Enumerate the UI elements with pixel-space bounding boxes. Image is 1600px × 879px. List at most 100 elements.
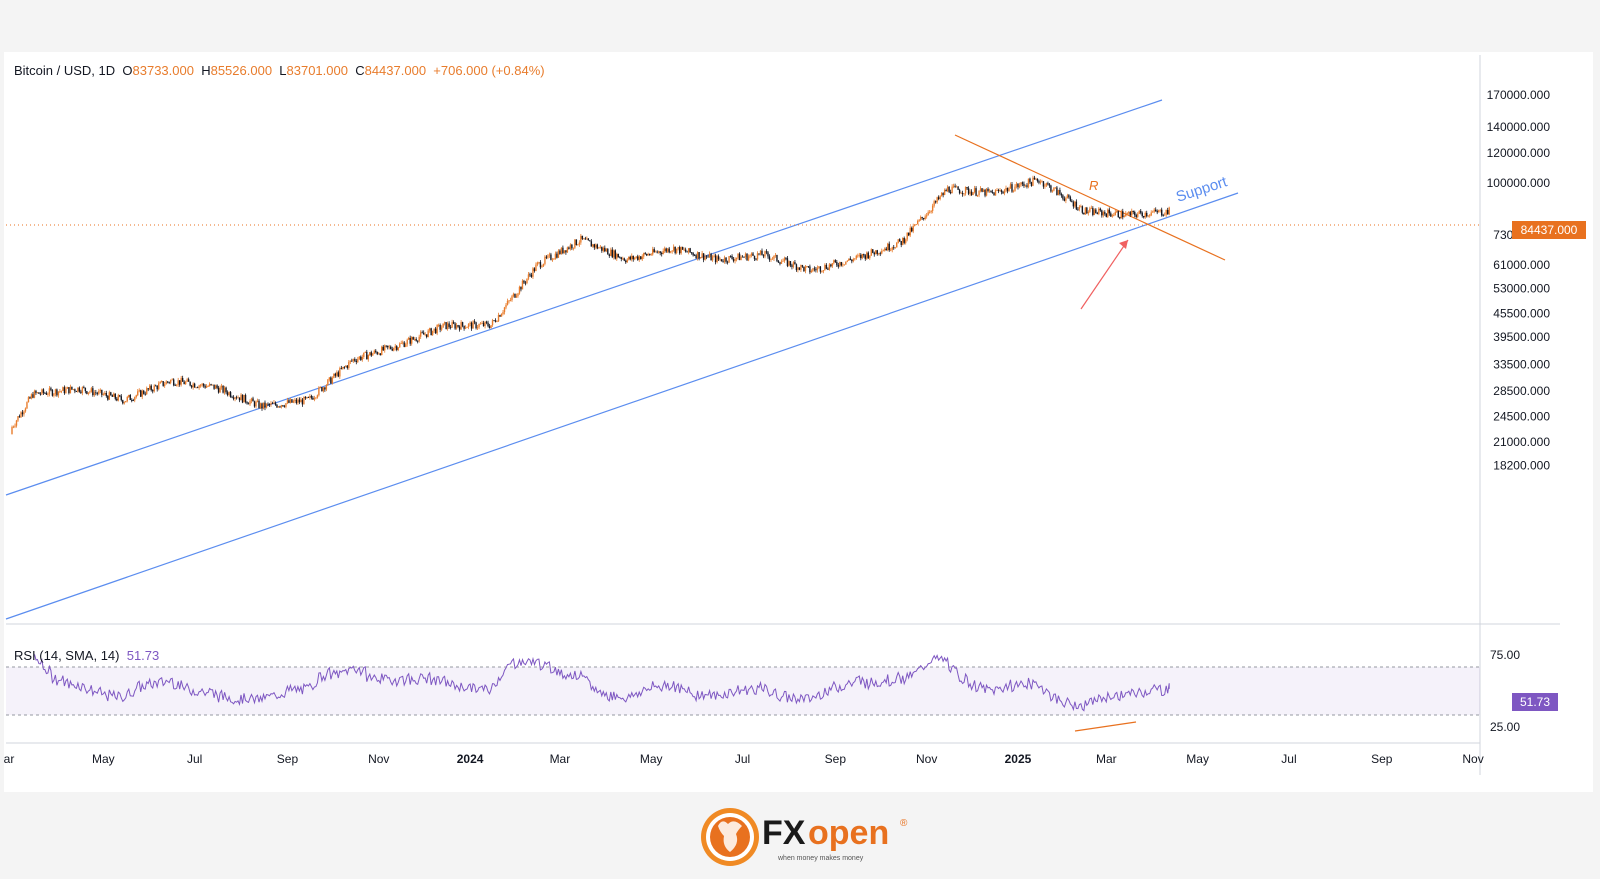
candle-body (999, 190, 1001, 192)
candle-body (595, 244, 597, 248)
candle-body (936, 197, 938, 203)
candle-body (455, 325, 458, 329)
candle-body (719, 259, 721, 261)
candle-body (674, 246, 676, 253)
candle-body (541, 266, 543, 268)
candle-body (131, 399, 133, 401)
candle-body (328, 377, 331, 380)
candle-body (1080, 206, 1082, 208)
candle-body (1107, 209, 1109, 217)
candle-body (413, 339, 416, 340)
candle-body (529, 274, 531, 276)
candle-body (885, 248, 887, 251)
candle-body (102, 394, 105, 396)
candle-body (722, 261, 724, 263)
candle-body (509, 300, 512, 301)
candle-body (1053, 187, 1055, 191)
candle-body (963, 193, 965, 195)
candle-body (255, 401, 257, 407)
candle-body (937, 197, 940, 200)
candle-body (301, 399, 304, 405)
candle-body (948, 186, 950, 193)
candle-body (1168, 207, 1170, 215)
candle-body (940, 193, 943, 197)
candle-body (672, 246, 675, 251)
y-tick-label: 100000.000 (1487, 176, 1551, 190)
candle-body (324, 387, 326, 390)
rsi-header: RSI (14, SMA, 14) 51.73 (14, 648, 159, 663)
candle-body (493, 320, 495, 322)
candle-body (33, 390, 36, 398)
candle-body (740, 256, 742, 261)
candle-body (195, 387, 197, 389)
candle-body (83, 387, 85, 388)
candle-body (556, 253, 558, 258)
candle-body (442, 323, 444, 328)
candle-body (1144, 212, 1146, 218)
candle-body (575, 239, 578, 246)
brand-fx: FX (762, 814, 806, 852)
candle-body (265, 403, 268, 408)
candle-body (533, 268, 536, 271)
candle-body (405, 344, 407, 347)
candle-body (439, 324, 441, 330)
candle-body (316, 395, 319, 398)
candle-body (373, 350, 375, 354)
candle-body (95, 392, 97, 394)
candle-body (1125, 213, 1127, 217)
candle-body (777, 261, 780, 263)
candle-body (604, 247, 606, 252)
candle-body (663, 248, 666, 251)
candle-body (1113, 215, 1115, 216)
candle-body (125, 400, 127, 403)
candle-body (840, 262, 843, 266)
candle-body (927, 212, 929, 216)
candle-body (229, 392, 232, 397)
candle-body (626, 259, 628, 263)
candle-body (1023, 183, 1025, 186)
candle-body (887, 243, 889, 251)
candle-body (1033, 177, 1036, 180)
candle-body (837, 265, 840, 267)
candle-body (1065, 197, 1067, 201)
close-label: C (355, 63, 365, 78)
candle-body (1011, 184, 1013, 192)
candle-body (717, 256, 720, 260)
candle-body (1149, 215, 1151, 217)
rsi-label: RSI (14, SMA, 14) (14, 648, 120, 663)
candle-body (979, 188, 982, 191)
candle-body (122, 400, 124, 404)
candle-body (238, 397, 241, 401)
candle-body (475, 322, 477, 329)
candle-body (381, 346, 383, 355)
candle-body (487, 322, 489, 327)
rsi-divergence-line (1074, 721, 1137, 732)
candle-body (415, 339, 417, 341)
candle-body (1041, 181, 1043, 183)
candle-body (104, 393, 106, 395)
candle-body (638, 256, 640, 260)
candle-body (408, 337, 410, 340)
candle-body (699, 257, 702, 259)
candle-body (74, 389, 76, 392)
candle-body (634, 257, 636, 260)
candle-body (59, 391, 61, 392)
candle-body (958, 189, 961, 194)
candle-body (500, 314, 503, 317)
candle-body (1050, 185, 1052, 192)
candle-body (870, 249, 872, 256)
candle-body (1071, 200, 1073, 203)
candle-body (539, 262, 542, 268)
x-tick-label: May (92, 752, 115, 766)
candle-body (934, 201, 937, 203)
candle-body (1003, 190, 1006, 194)
candle-body (36, 392, 39, 394)
candle-body (348, 361, 350, 368)
candle-body (997, 190, 1000, 192)
candle-body (729, 256, 732, 257)
candle-body (1077, 209, 1079, 211)
candle-body (304, 396, 307, 399)
candle-body (1114, 212, 1116, 216)
candle-body (764, 251, 766, 257)
